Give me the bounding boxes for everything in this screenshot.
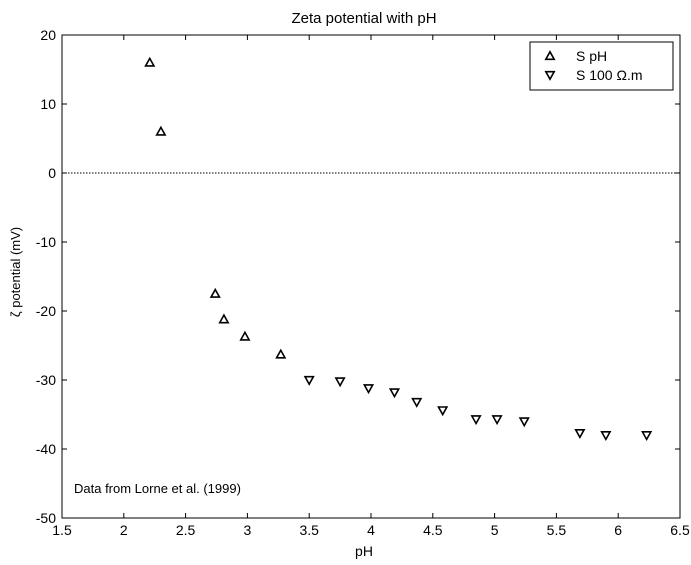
y-tick-label: 20: [40, 27, 56, 43]
legend-box: [529, 41, 674, 91]
y-tick-label: 0: [48, 165, 56, 181]
x-tick-label: 6.5: [670, 522, 690, 538]
x-axis-label: pH: [355, 543, 373, 559]
plot-frame: [61, 34, 681, 519]
x-tick-label: 5.5: [547, 522, 567, 538]
y-tick-label: -40: [36, 441, 56, 457]
legend-label: S pH: [576, 48, 607, 64]
data-point-series-1: [144, 56, 156, 67]
data-point-series-1: [155, 125, 167, 136]
plot-area: 1.5 2 2.5 3 3.5 4 4.5 5 5.5 6 6.5 20 10 0 -10 -20 -30 -40…: [36, 27, 690, 538]
x-tick-label: 4.5: [423, 522, 443, 538]
data-point-series-1: [275, 348, 287, 359]
x-tick-label: 3: [244, 522, 252, 538]
x-tick-label: 5: [491, 522, 499, 538]
x-tick-label: 4: [367, 522, 375, 538]
data-point-series-2: [334, 377, 346, 388]
x-tick-label: 2: [120, 522, 128, 538]
chart-title: Zeta potential with pH: [291, 10, 436, 27]
x-tick-label: 2.5: [176, 522, 196, 538]
legend-marker: [544, 70, 556, 81]
legend: S pH S 100 Ω.m: [529, 41, 674, 91]
legend-label: S 100 Ω.m: [576, 67, 643, 83]
data-source-annotation: Data from Lorne et al. (1999): [74, 481, 241, 496]
data-point-series-2: [388, 388, 401, 399]
legend-marker: [544, 50, 556, 61]
y-axis-label: ζ potential (mV): [8, 227, 23, 317]
y-tick-label: -10: [36, 234, 56, 250]
x-tick-label: 1.5: [52, 522, 72, 538]
data-point-series-2: [362, 384, 375, 395]
data-point-series-2: [518, 417, 530, 428]
data-point-series-2: [411, 397, 423, 408]
data-point-series-2: [437, 406, 449, 417]
data-point-series-2: [574, 428, 586, 439]
x-tick-label: 3.5: [299, 522, 319, 538]
y-tick-label: -30: [36, 372, 56, 388]
data-point-series-1: [218, 313, 230, 324]
data-point-series-2: [641, 431, 653, 442]
data-point-series-1: [209, 287, 221, 298]
y-tick-label: -50: [36, 510, 56, 526]
y-tick-label: -20: [36, 303, 56, 319]
x-tick-label: 6: [614, 522, 622, 538]
data-point-series-2: [470, 415, 482, 426]
data-point-series-2: [491, 415, 503, 426]
data-point-series-2: [600, 431, 612, 442]
data-point-series-1: [239, 330, 251, 341]
data-point-series-2: [303, 375, 315, 386]
y-tick-label: 10: [40, 96, 56, 112]
